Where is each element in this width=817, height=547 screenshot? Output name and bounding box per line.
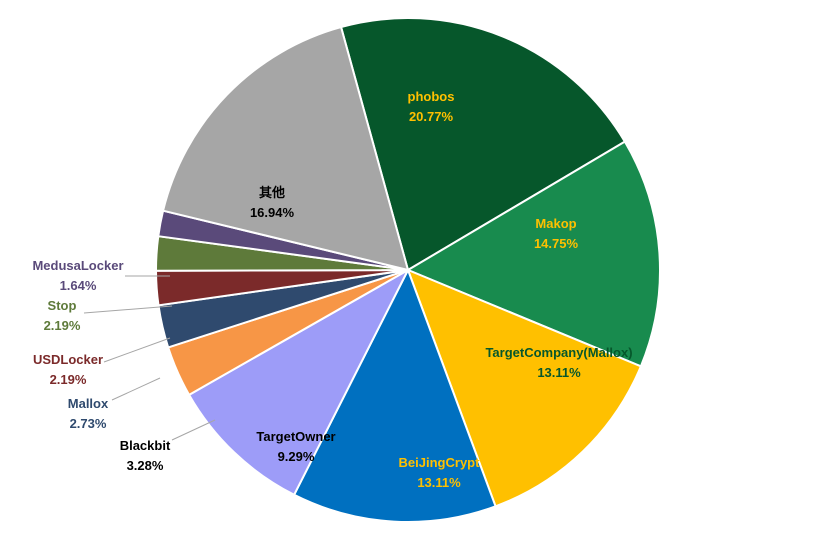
slice-value-label-blackbit: 3.28% <box>127 458 164 473</box>
slice-value-label-usdlocker: 2.19% <box>50 372 87 387</box>
slice-name-label-phobos: phobos <box>408 89 455 104</box>
slice-name-label-targetcompany-mallox: TargetCompany(Mallox) <box>485 345 632 360</box>
slice-value-label-targetowner: 9.29% <box>278 449 315 464</box>
pie-slice-phobos <box>339 17 627 272</box>
slice-value-label-targetcompany-mallox: 13.11% <box>537 365 581 380</box>
slice-value-label-other: 16.94% <box>250 205 295 220</box>
leader-line-usdlocker <box>103 337 171 363</box>
leader-line-stop <box>83 305 173 314</box>
slice-name-label-targetowner: TargetOwner <box>256 429 335 444</box>
pie-slice-makop <box>405 140 661 368</box>
leader-line-blackbit <box>171 419 216 441</box>
pie-slice-other <box>161 25 410 272</box>
slice-value-label-medusalocker: 1.64% <box>60 278 97 293</box>
slice-name-label-medusalocker: MedusaLocker <box>32 258 123 273</box>
slice-value-label-mallox: 2.73% <box>70 416 107 431</box>
pie-slice-beijingcrypt <box>292 267 497 523</box>
slice-name-label-makop: Makop <box>535 216 576 231</box>
slice-value-label-phobos: 20.77% <box>409 109 454 124</box>
slice-value-label-beijingcrypt: 13.11% <box>417 475 461 490</box>
slice-value-label-stop: 2.19% <box>44 318 81 333</box>
slice-name-label-beijingcrypt: BeiJingCrypt <box>399 455 481 470</box>
pie-slice-targetcompany-mallox <box>406 268 643 508</box>
leader-line-mallox <box>111 377 161 401</box>
slice-value-label-makop: 14.75% <box>534 236 579 251</box>
slice-name-label-stop: Stop <box>48 298 77 313</box>
pie-slice-targetowner <box>187 267 411 497</box>
slice-name-label-mallox: Mallox <box>68 396 109 411</box>
slice-name-label-blackbit: Blackbit <box>120 438 171 453</box>
slice-name-label-other: 其他 <box>259 185 285 200</box>
slice-name-label-usdlocker: USDLocker <box>33 352 103 367</box>
